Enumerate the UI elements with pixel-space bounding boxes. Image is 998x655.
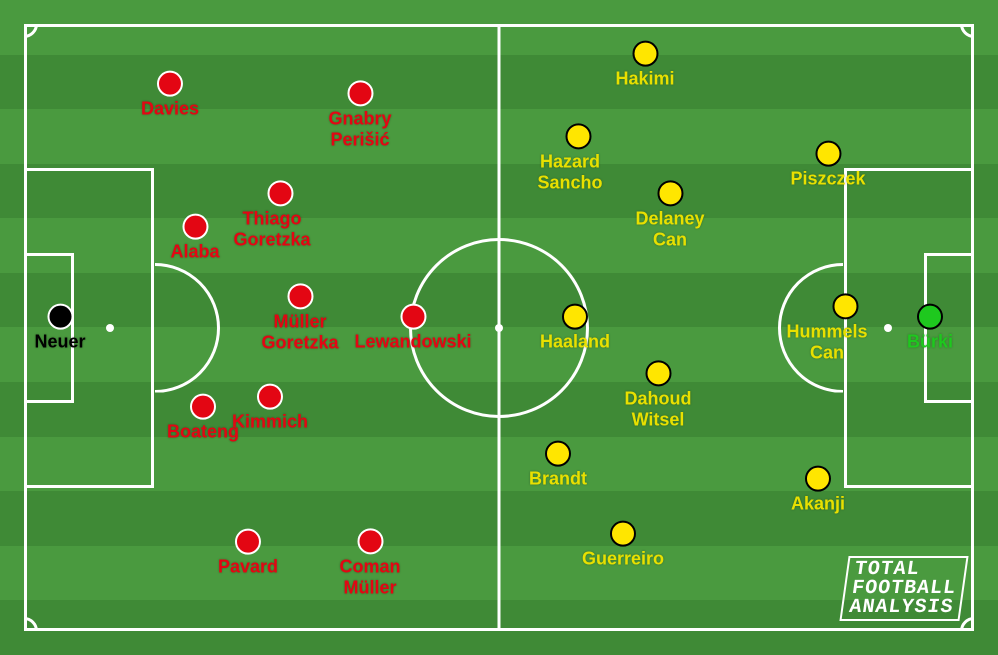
player-marker: Pavard xyxy=(218,529,278,578)
player-marker: DelaneyCan xyxy=(635,180,704,249)
player-marker: Bürki xyxy=(907,304,953,353)
player-dot xyxy=(917,304,943,330)
player-marker: Brandt xyxy=(529,441,587,490)
player-label: Kimmich xyxy=(232,412,308,433)
player-marker: HummelsCan xyxy=(804,293,885,362)
player-marker: Hakimi xyxy=(615,41,674,90)
player-label: Neuer xyxy=(34,332,85,353)
football-pitch: Neuer Davies Alaba Boateng Pavard ThiagoGoret… xyxy=(0,0,998,655)
player-label: Bürki xyxy=(907,332,953,353)
player-marker: GnabryPerišić xyxy=(328,80,391,149)
penalty-spot xyxy=(106,324,114,332)
player-label: MüllerGoretzka xyxy=(261,311,338,352)
player-label: Haaland xyxy=(540,332,610,353)
player-label: ComanMüller xyxy=(339,556,400,597)
player-dot xyxy=(235,529,261,555)
player-marker: ComanMüller xyxy=(339,528,400,597)
player-dot xyxy=(657,180,683,206)
player-marker: Akanji xyxy=(791,466,845,515)
player-dot xyxy=(190,394,216,420)
player-dot xyxy=(357,528,383,554)
player-dot xyxy=(610,521,636,547)
player-label: Lewandowski xyxy=(354,332,471,353)
player-dot xyxy=(157,71,183,97)
player-marker: Davies xyxy=(141,71,199,120)
player-dot xyxy=(47,304,73,330)
watermark-logo: TOTALFOOTBALLANALYSIS xyxy=(839,556,968,621)
player-dot xyxy=(645,360,671,386)
player-label: ThiagoGoretzka xyxy=(233,208,310,249)
player-dot xyxy=(632,41,658,67)
player-dot xyxy=(805,466,831,492)
player-label: Pavard xyxy=(218,557,278,578)
player-dot xyxy=(400,304,426,330)
player-label: DahoudWitsel xyxy=(625,388,692,429)
player-dot xyxy=(545,441,571,467)
player-marker: Boateng xyxy=(167,394,239,443)
player-label: Hakimi xyxy=(615,69,674,90)
player-label: GnabryPerišić xyxy=(328,108,391,149)
player-marker: HazardSancho xyxy=(545,123,610,192)
player-label: Guerreiro xyxy=(582,549,664,570)
player-dot xyxy=(832,293,858,319)
player-marker: Lewandowski xyxy=(354,304,471,353)
center-spot xyxy=(495,324,503,332)
player-dot xyxy=(347,80,373,106)
player-marker: DahoudWitsel xyxy=(625,360,692,429)
player-dot xyxy=(267,180,293,206)
player-label: Davies xyxy=(141,99,199,120)
player-label: DelaneyCan xyxy=(635,208,704,249)
player-marker: Alaba xyxy=(170,214,219,263)
player-marker: Neuer xyxy=(34,304,85,353)
player-dot xyxy=(182,214,208,240)
player-marker: Kimmich xyxy=(232,384,308,433)
player-marker: ThiagoGoretzka xyxy=(241,180,318,249)
player-label: HazardSancho xyxy=(537,151,602,192)
player-dot xyxy=(562,304,588,330)
player-dot xyxy=(815,141,841,167)
player-label: Brandt xyxy=(529,469,587,490)
player-label: Alaba xyxy=(170,242,219,263)
player-dot xyxy=(257,384,283,410)
player-label: Boateng xyxy=(167,422,239,443)
player-label: Akanji xyxy=(791,494,845,515)
player-dot xyxy=(565,123,591,149)
player-marker: MüllerGoretzka xyxy=(261,283,338,352)
player-dot xyxy=(287,283,313,309)
player-marker: Haaland xyxy=(540,304,610,353)
player-label: HummelsCan xyxy=(786,321,867,362)
player-marker: Guerreiro xyxy=(582,521,664,570)
player-marker: Piszczek xyxy=(790,141,865,190)
player-label: Piszczek xyxy=(790,169,865,190)
